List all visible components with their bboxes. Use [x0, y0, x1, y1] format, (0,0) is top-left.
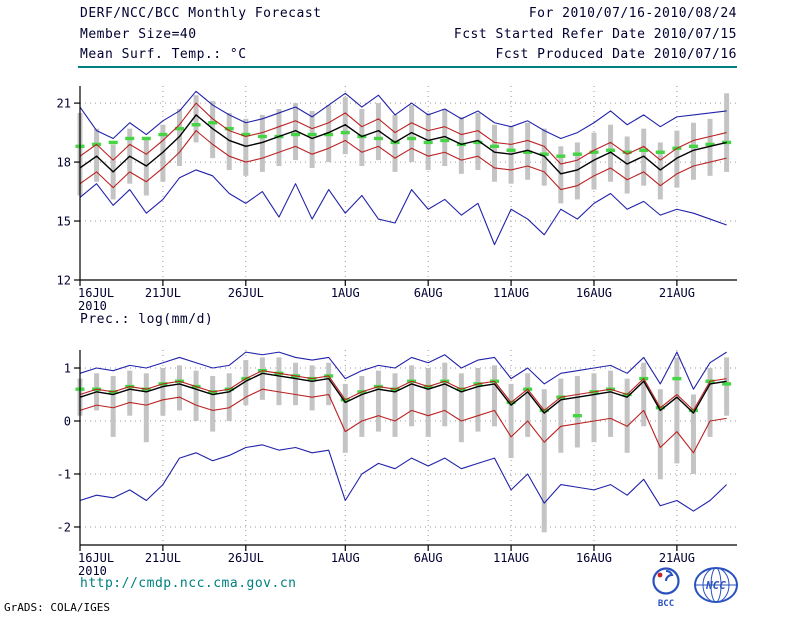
- temperature-chart: 12 15 18 21 16JUL 21JUL 26JUL 1AUG 6AUG 11AUG 16AU…: [57, 86, 737, 313]
- variable1-label: Mean Surf. Temp.: °C: [80, 47, 247, 62]
- svg-text:26JUL: 26JUL: [228, 286, 264, 300]
- grads-credit: GrADS: COLA/IGES: [4, 601, 110, 614]
- svg-text:16JUL: 16JUL: [78, 286, 114, 300]
- svg-text:1AUG: 1AUG: [331, 551, 360, 565]
- svg-text:11AUG: 11AUG: [493, 551, 529, 565]
- svg-text:21: 21: [57, 97, 71, 111]
- svg-text:2010: 2010: [78, 564, 107, 578]
- svg-text:16AUG: 16AUG: [576, 286, 612, 300]
- svg-text:15: 15: [57, 215, 71, 229]
- member-size-label: Member Size=40: [80, 27, 197, 42]
- svg-text:21AUG: 21AUG: [659, 286, 695, 300]
- precipitation-chart: -2 -1 0 1 16JUL 21JUL 26JUL 1AUG 6AUG 11AUG 16AUG 2…: [57, 350, 737, 578]
- svg-text:0: 0: [64, 415, 71, 429]
- svg-text:26JUL: 26JUL: [228, 551, 264, 565]
- svg-text:16AUG: 16AUG: [576, 551, 612, 565]
- svg-text:-2: -2: [57, 520, 71, 534]
- svg-text:16JUL: 16JUL: [78, 551, 114, 565]
- fcst-start-date-label: Fcst Started Refer Date 2010/07/15: [453, 27, 737, 42]
- fcst-produced-date-label: Fcst Produced Date 2010/07/16: [495, 47, 737, 62]
- ncc-logo-label: NCC: [705, 579, 726, 592]
- svg-text:2010: 2010: [78, 299, 107, 313]
- svg-text:21JUL: 21JUL: [145, 551, 181, 565]
- ncc-logo: NCC: [694, 567, 738, 603]
- svg-text:6AUG: 6AUG: [414, 286, 443, 300]
- source-url[interactable]: http://cmdp.ncc.cma.gov.cn: [80, 576, 297, 591]
- svg-text:1AUG: 1AUG: [331, 286, 360, 300]
- bcc-logo: BCC: [652, 567, 680, 609]
- bcc-logo-label: BCC: [658, 599, 674, 609]
- svg-text:12: 12: [57, 274, 71, 288]
- svg-text:18: 18: [57, 156, 71, 170]
- svg-text:11AUG: 11AUG: [493, 286, 529, 300]
- svg-text:21AUG: 21AUG: [659, 551, 695, 565]
- svg-text:6AUG: 6AUG: [414, 551, 443, 565]
- svg-text:-1: -1: [57, 467, 71, 481]
- header-divider: [78, 66, 737, 68]
- variable2-label: Prec.: log(mm/d): [80, 312, 214, 327]
- forecast-range-label: For 2010/07/16-2010/08/24: [528, 6, 737, 21]
- page-title: DERF/NCC/BCC Monthly Forecast: [80, 6, 322, 21]
- svg-text:21JUL: 21JUL: [145, 286, 181, 300]
- svg-text:1: 1: [64, 362, 71, 376]
